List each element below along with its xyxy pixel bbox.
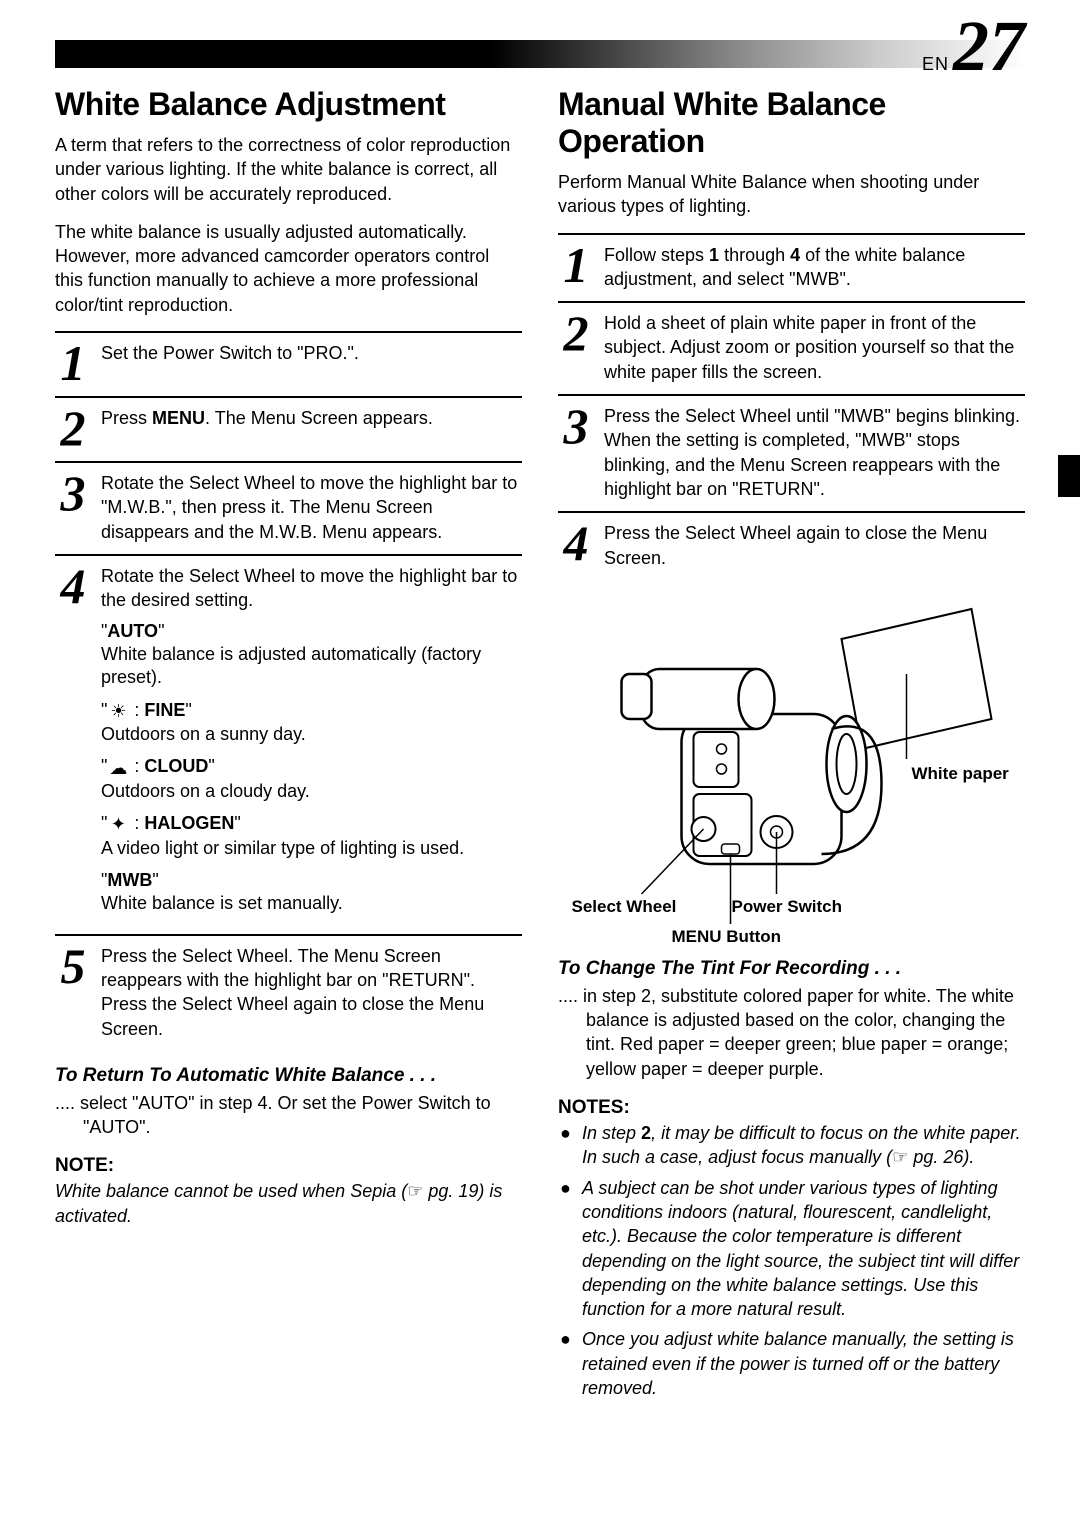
step-text: Press the Select Wheel again to close th…: [604, 521, 1025, 570]
right-column: Manual White Balance Operation Perform M…: [558, 86, 1025, 1406]
right-intro: Perform Manual White Balance when shooti…: [558, 170, 1025, 219]
step-text: Press MENU. The Menu Screen appears.: [101, 406, 522, 430]
left-step-5: 5 Press the Select Wheel. The Menu Scree…: [55, 934, 522, 1051]
tint-heading: To Change The Tint For Recording . . .: [558, 958, 1025, 980]
step-number: 1: [55, 341, 91, 386]
step-number: 5: [55, 944, 91, 989]
note-item-3: Once you adjust white balance manually, …: [576, 1327, 1025, 1400]
page-number-block: EN 27: [922, 18, 1025, 76]
right-step-3: 3 Press the Select Wheel until "MWB" beg…: [558, 394, 1025, 511]
return-text: .... select "AUTO" in step 4. Or set the…: [55, 1091, 522, 1140]
step-number: 2: [558, 311, 594, 356]
step-text: Press the Select Wheel until "MWB" begin…: [604, 404, 1025, 501]
left-step-2: 2 Press MENU. The Menu Screen appears.: [55, 396, 522, 461]
right-title: Manual White Balance Operation: [558, 86, 1025, 160]
header-gradient-bar: EN 27: [55, 40, 1025, 68]
page-number: 27: [953, 18, 1025, 76]
step-number: 4: [558, 521, 594, 566]
lamp-icon: ✦: [107, 812, 129, 836]
note-heading: NOTE:: [55, 1155, 522, 1177]
options-list: "AUTO" White balance is adjusted automat…: [101, 619, 522, 916]
step-text: Rotate the Select Wheel to move the high…: [101, 471, 522, 544]
label-menu-button: MENU Button: [672, 927, 782, 944]
right-step-2: 2 Hold a sheet of plain white paper in f…: [558, 301, 1025, 394]
option-halogen: "✦ : HALOGEN" A video light or similar t…: [101, 811, 522, 860]
step-text: Follow steps 1 through 4 of the white ba…: [604, 243, 1025, 292]
label-power-switch: Power Switch: [732, 897, 843, 916]
option-cloud: "☁ : CLOUD" Outdoors on a cloudy day.: [101, 754, 522, 803]
note-item-2: A subject can be shot under various type…: [576, 1176, 1025, 1322]
right-step-4: 4 Press the Select Wheel again to close …: [558, 511, 1025, 580]
note-text: White balance cannot be used when Sepia …: [55, 1179, 522, 1228]
left-step-3: 3 Rotate the Select Wheel to move the hi…: [55, 461, 522, 554]
page-ref-icon: ☞: [892, 1147, 908, 1167]
page-ref-icon: ☞: [407, 1181, 423, 1201]
step-text: Press the Select Wheel. The Menu Screen …: [101, 944, 522, 1041]
step-text: Rotate the Select Wheel to move the high…: [101, 564, 522, 924]
step-text: Set the Power Switch to "PRO.".: [101, 341, 522, 365]
return-heading: To Return To Automatic White Balance . .…: [55, 1065, 522, 1087]
tint-text: .... in step 2, substitute colored paper…: [558, 984, 1025, 1081]
left-step-1: 1 Set the Power Switch to "PRO.".: [55, 331, 522, 396]
option-auto: "AUTO" White balance is adjusted automat…: [101, 619, 522, 690]
left-step-4: 4 Rotate the Select Wheel to move the hi…: [55, 554, 522, 934]
step-text: Hold a sheet of plain white paper in fro…: [604, 311, 1025, 384]
right-step-1: 1 Follow steps 1 through 4 of the white …: [558, 233, 1025, 302]
left-intro-2: The white balance is usually adjusted au…: [55, 220, 522, 317]
side-tab: [1058, 455, 1080, 497]
page-prefix: EN: [922, 54, 949, 75]
notes-list: In step 2, it may be difficult to focus …: [558, 1121, 1025, 1400]
step-number: 1: [558, 243, 594, 288]
left-column: White Balance Adjustment A term that ref…: [55, 86, 522, 1406]
step-number: 3: [558, 404, 594, 449]
option-mwb: "MWB" White balance is set manually.: [101, 868, 522, 916]
step-number: 4: [55, 564, 91, 609]
camcorder-diagram: White paper Select Wheel Power Switch ME…: [558, 604, 1025, 944]
notes-heading: NOTES:: [558, 1097, 1025, 1119]
option-fine: "☀ : FINE" Outdoors on a sunny day.: [101, 698, 522, 747]
note-item-1: In step 2, it may be difficult to focus …: [576, 1121, 1025, 1170]
page-content: EN 27 White Balance Adjustment A term th…: [0, 0, 1080, 1446]
label-white-paper: White paper: [912, 764, 1010, 783]
step-number: 2: [55, 406, 91, 451]
step-number: 3: [55, 471, 91, 516]
camcorder-svg: White paper Select Wheel Power Switch ME…: [558, 604, 1025, 944]
left-title: White Balance Adjustment: [55, 86, 522, 123]
left-intro-1: A term that refers to the correctness of…: [55, 133, 522, 206]
label-select-wheel: Select Wheel: [572, 897, 677, 916]
sun-icon: ☀: [107, 699, 129, 723]
cloud-icon: ☁: [107, 756, 129, 780]
